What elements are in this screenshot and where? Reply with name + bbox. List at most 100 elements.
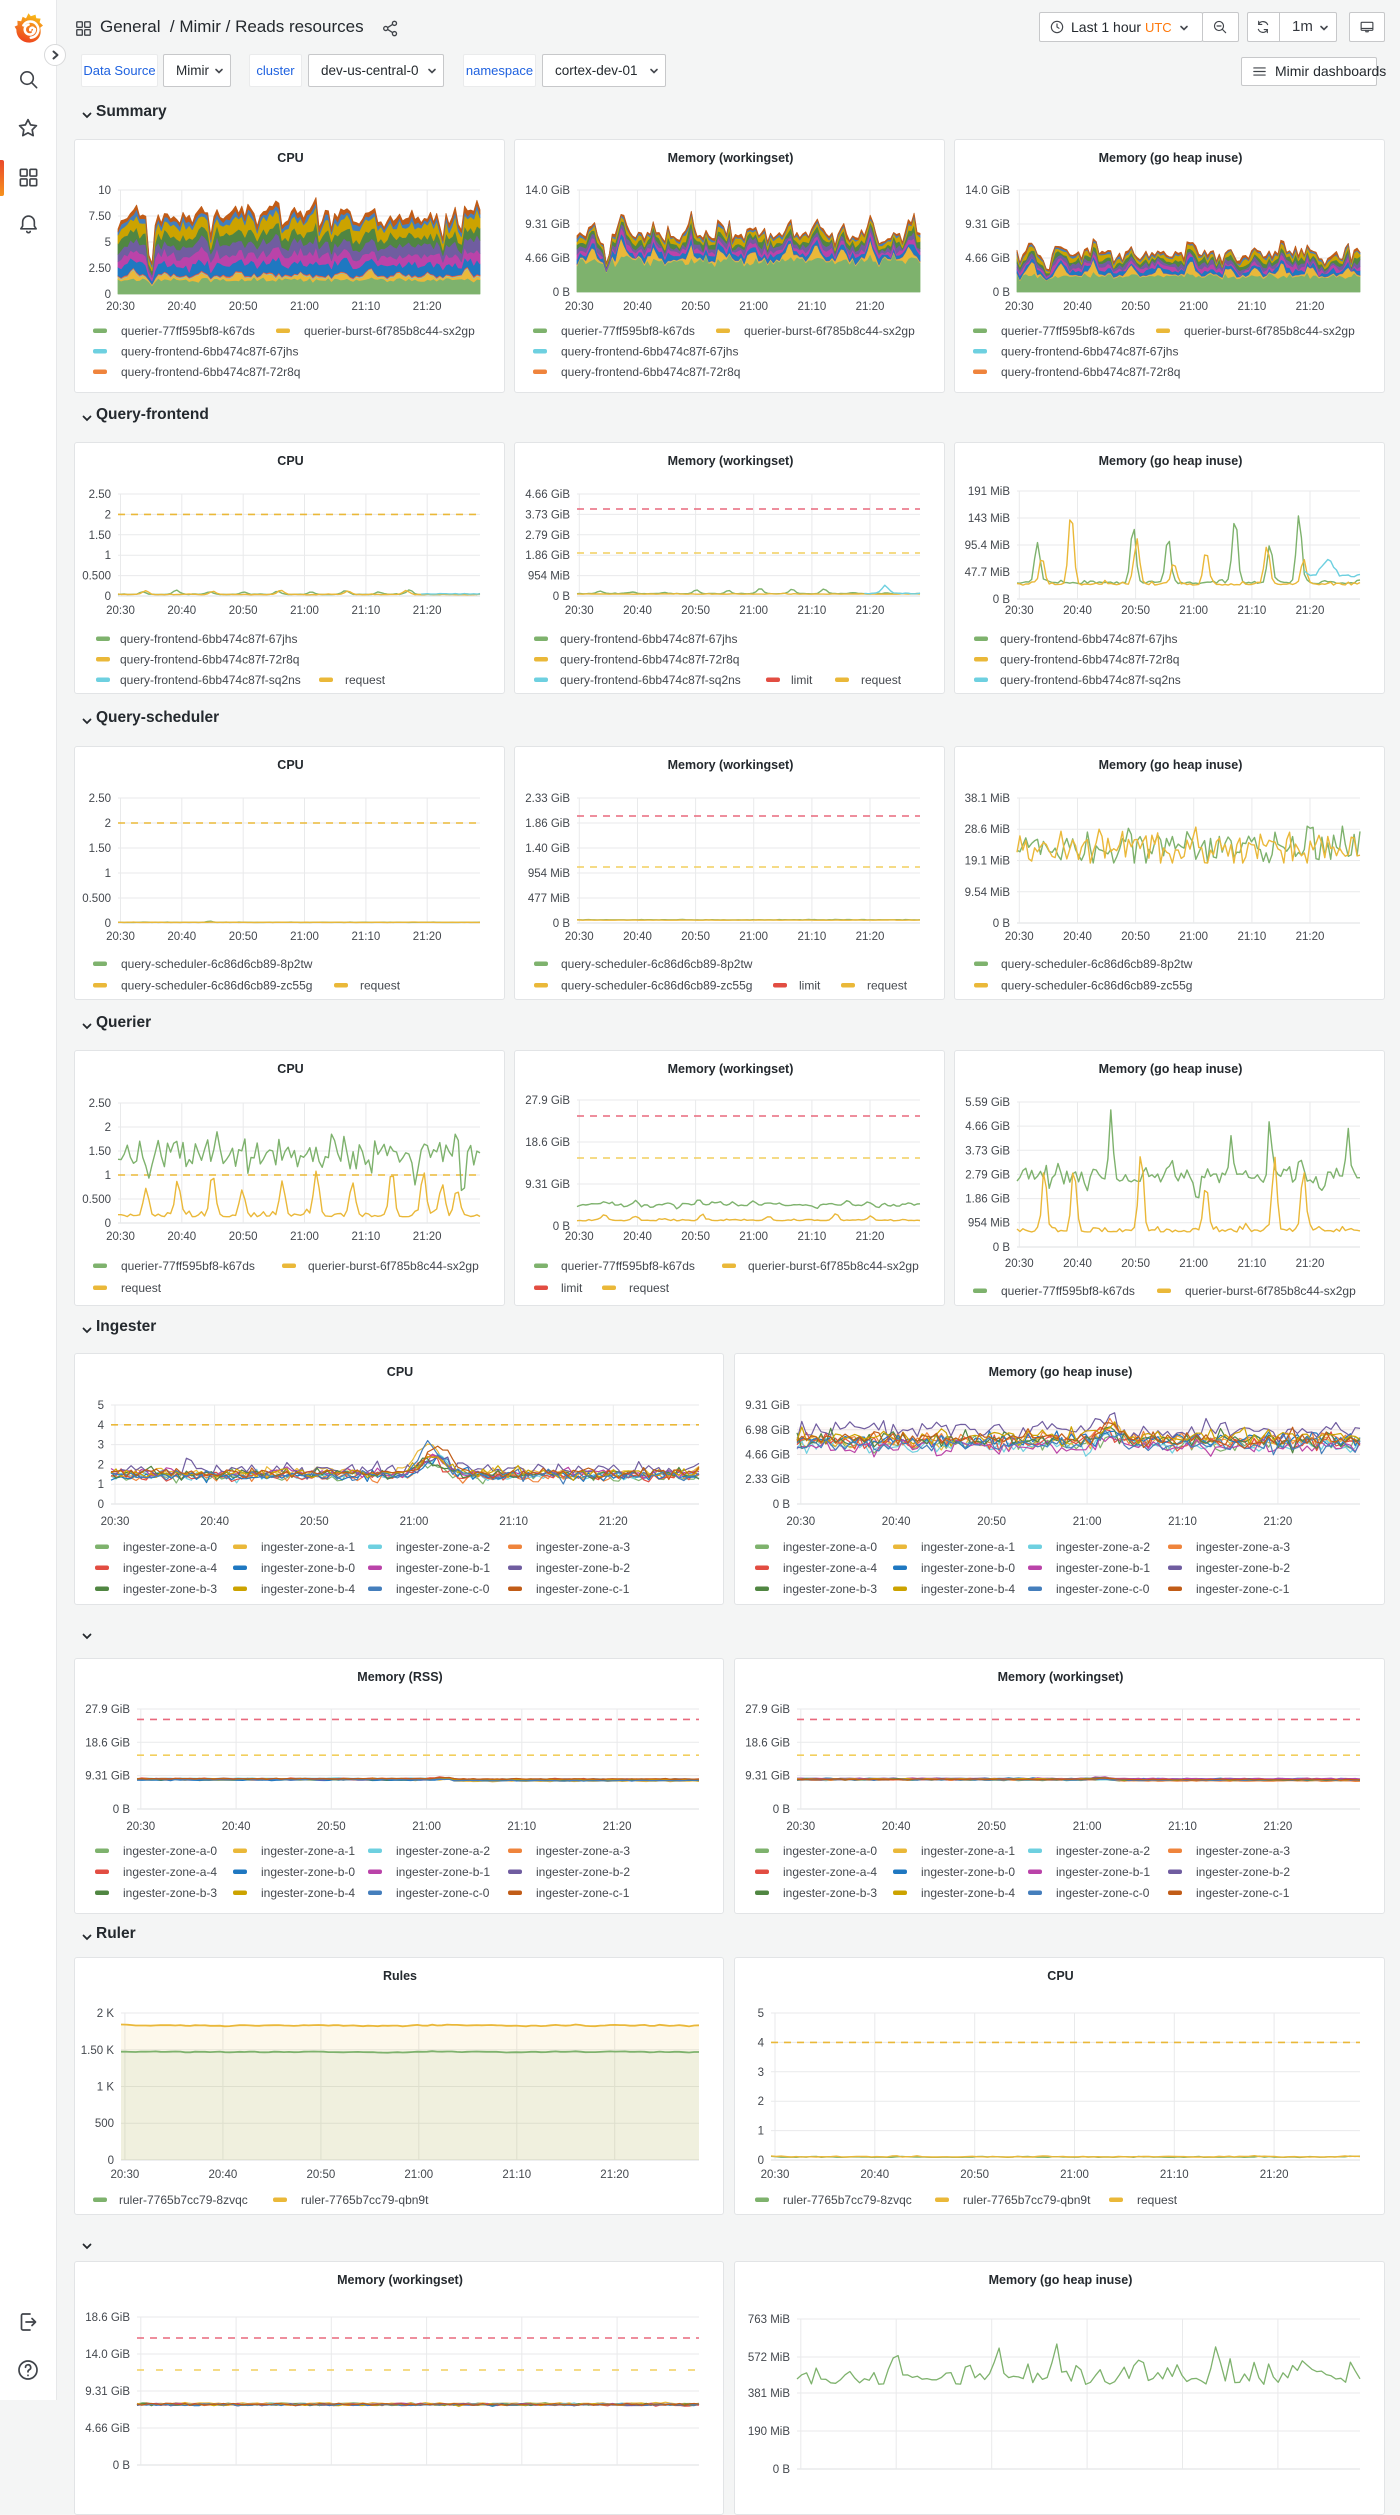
svg-text:request: request bbox=[360, 979, 401, 993]
svg-text:request: request bbox=[861, 673, 902, 687]
svg-text:6.98 GiB: 6.98 GiB bbox=[745, 1425, 790, 1437]
svg-text:14.0 GiB: 14.0 GiB bbox=[965, 185, 1010, 197]
svg-text:ingester-zone-a-3: ingester-zone-a-3 bbox=[536, 1540, 630, 1554]
svg-text:20:40: 20:40 bbox=[209, 2169, 238, 2181]
svg-text:ingester-zone-a-4: ingester-zone-a-4 bbox=[783, 1561, 877, 1575]
svg-text:21:20: 21:20 bbox=[413, 1231, 442, 1243]
svg-text:21:20: 21:20 bbox=[603, 1821, 632, 1833]
svg-text:20:30: 20:30 bbox=[1005, 301, 1034, 313]
svg-text:20:40: 20:40 bbox=[1063, 1258, 1092, 1270]
svg-text:query-frontend-6bb474c87f-72r8: query-frontend-6bb474c87f-72r8q bbox=[561, 365, 740, 379]
svg-text:ingester-zone-b-3: ingester-zone-b-3 bbox=[783, 1582, 877, 1596]
svg-text:20:30: 20:30 bbox=[106, 1231, 135, 1243]
svg-text:954 MiB: 954 MiB bbox=[528, 571, 571, 583]
svg-text:0 B: 0 B bbox=[773, 1499, 791, 1511]
svg-text:query-frontend-6bb474c87f-67jh: query-frontend-6bb474c87f-67jhs bbox=[1000, 632, 1177, 646]
svg-text:14.0 GiB: 14.0 GiB bbox=[85, 2349, 130, 2361]
svg-text:21:10: 21:10 bbox=[352, 1231, 381, 1243]
svg-text:20:30: 20:30 bbox=[786, 1516, 815, 1528]
svg-text:querier-burst-6f785b8c44-sx2gp: querier-burst-6f785b8c44-sx2gp bbox=[748, 1259, 919, 1273]
svg-text:ingester-zone-b-2: ingester-zone-b-2 bbox=[536, 1865, 630, 1879]
svg-text:9.31 GiB: 9.31 GiB bbox=[85, 1771, 130, 1783]
svg-text:0 B: 0 B bbox=[553, 287, 571, 299]
svg-text:5: 5 bbox=[758, 2008, 764, 2020]
svg-text:27.9 GiB: 27.9 GiB bbox=[85, 1704, 130, 1716]
svg-text:ingester-zone-a-2: ingester-zone-a-2 bbox=[396, 1844, 490, 1858]
svg-text:20:50: 20:50 bbox=[229, 605, 258, 617]
svg-text:query-scheduler-6c86d6cb89-zc5: query-scheduler-6c86d6cb89-zc55g bbox=[561, 979, 752, 993]
svg-text:5.59 GiB: 5.59 GiB bbox=[965, 1097, 1010, 1109]
svg-text:querier-burst-6f785b8c44-sx2gp: querier-burst-6f785b8c44-sx2gp bbox=[744, 324, 915, 338]
svg-text:0: 0 bbox=[758, 2155, 764, 2167]
svg-text:ingester-zone-c-1: ingester-zone-c-1 bbox=[536, 1582, 630, 1596]
svg-text:0.500: 0.500 bbox=[82, 571, 111, 583]
svg-text:21:00: 21:00 bbox=[1179, 301, 1208, 313]
svg-text:20:30: 20:30 bbox=[761, 2169, 790, 2181]
svg-text:query-frontend-6bb474c87f-67jh: query-frontend-6bb474c87f-67jhs bbox=[560, 632, 737, 646]
svg-text:querier-burst-6f785b8c44-sx2gp: querier-burst-6f785b8c44-sx2gp bbox=[304, 324, 475, 338]
svg-text:CPU: CPU bbox=[277, 151, 303, 165]
svg-text:2.79 GiB: 2.79 GiB bbox=[965, 1169, 1010, 1181]
svg-text:1 K: 1 K bbox=[97, 2082, 115, 2094]
svg-text:9.54 MiB: 9.54 MiB bbox=[965, 887, 1011, 899]
svg-text:20:30: 20:30 bbox=[106, 605, 135, 617]
svg-text:21:00: 21:00 bbox=[1073, 1821, 1102, 1833]
svg-text:ruler-7765b7cc79-8zvqc: ruler-7765b7cc79-8zvqc bbox=[783, 2193, 912, 2207]
svg-text:20:50: 20:50 bbox=[1121, 605, 1150, 617]
svg-text:0: 0 bbox=[105, 1218, 111, 1230]
svg-text:4.66 GiB: 4.66 GiB bbox=[525, 489, 570, 501]
svg-text:21:20: 21:20 bbox=[1264, 1516, 1293, 1528]
svg-text:21:10: 21:10 bbox=[798, 1231, 827, 1243]
svg-text:ingester-zone-a-3: ingester-zone-a-3 bbox=[1196, 1540, 1290, 1554]
svg-text:18.6 GiB: 18.6 GiB bbox=[85, 1737, 130, 1749]
svg-text:20:30: 20:30 bbox=[1005, 1258, 1034, 1270]
svg-text:ruler-7765b7cc79-qbn9t: ruler-7765b7cc79-qbn9t bbox=[963, 2193, 1091, 2207]
svg-text:20:30: 20:30 bbox=[565, 301, 594, 313]
svg-text:21:00: 21:00 bbox=[739, 931, 768, 943]
svg-text:4.66 GiB: 4.66 GiB bbox=[745, 1450, 790, 1462]
svg-text:21:20: 21:20 bbox=[1264, 1821, 1293, 1833]
svg-text:query-scheduler-6c86d6cb89-zc5: query-scheduler-6c86d6cb89-zc55g bbox=[121, 979, 312, 993]
svg-text:limit: limit bbox=[561, 1281, 583, 1295]
svg-text:20:50: 20:50 bbox=[317, 1821, 346, 1833]
svg-text:ingester-zone-a-1: ingester-zone-a-1 bbox=[261, 1844, 355, 1858]
svg-text:Memory (workingset): Memory (workingset) bbox=[668, 758, 794, 772]
svg-text:1: 1 bbox=[105, 550, 111, 562]
svg-text:1.86 GiB: 1.86 GiB bbox=[965, 1194, 1010, 1206]
svg-text:CPU: CPU bbox=[1047, 1969, 1073, 1983]
svg-text:21:20: 21:20 bbox=[600, 2169, 629, 2181]
svg-text:21:10: 21:10 bbox=[1238, 301, 1267, 313]
svg-text:1.50: 1.50 bbox=[89, 530, 111, 542]
svg-text:ingester-zone-b-1: ingester-zone-b-1 bbox=[396, 1561, 490, 1575]
svg-text:0.500: 0.500 bbox=[82, 893, 111, 905]
svg-text:Memory (go heap inuse): Memory (go heap inuse) bbox=[1099, 151, 1243, 165]
svg-text:9.31 GiB: 9.31 GiB bbox=[525, 1179, 570, 1191]
svg-text:0 B: 0 B bbox=[553, 1221, 571, 1233]
svg-text:21:20: 21:20 bbox=[1296, 301, 1325, 313]
svg-text:20:50: 20:50 bbox=[1121, 1258, 1150, 1270]
svg-text:2: 2 bbox=[758, 2096, 764, 2108]
svg-text:21:00: 21:00 bbox=[1073, 1516, 1102, 1528]
svg-text:Memory (go heap inuse): Memory (go heap inuse) bbox=[1099, 758, 1243, 772]
svg-text:20:30: 20:30 bbox=[126, 1821, 155, 1833]
svg-text:ingester-zone-b-4: ingester-zone-b-4 bbox=[261, 1886, 355, 1900]
svg-text:21:20: 21:20 bbox=[856, 605, 885, 617]
svg-text:20:40: 20:40 bbox=[1063, 301, 1092, 313]
svg-text:4.66 GiB: 4.66 GiB bbox=[85, 2423, 130, 2435]
svg-text:5: 5 bbox=[98, 1400, 104, 1412]
svg-text:21:00: 21:00 bbox=[739, 301, 768, 313]
svg-text:21:20: 21:20 bbox=[599, 1516, 628, 1528]
svg-text:1: 1 bbox=[105, 868, 111, 880]
svg-text:ingester-zone-b-0: ingester-zone-b-0 bbox=[921, 1561, 1015, 1575]
svg-text:0 B: 0 B bbox=[993, 1242, 1011, 1254]
svg-text:ingester-zone-c-1: ingester-zone-c-1 bbox=[1196, 1582, 1290, 1596]
svg-text:ingester-zone-c-0: ingester-zone-c-0 bbox=[396, 1886, 490, 1900]
svg-text:9.31 GiB: 9.31 GiB bbox=[85, 2386, 130, 2398]
svg-text:ingester-zone-b-2: ingester-zone-b-2 bbox=[1196, 1561, 1290, 1575]
svg-text:2: 2 bbox=[105, 509, 111, 521]
svg-text:query-scheduler-6c86d6cb89-8p2: query-scheduler-6c86d6cb89-8p2tw bbox=[121, 957, 313, 971]
svg-text:1.86 GiB: 1.86 GiB bbox=[525, 550, 570, 562]
svg-text:0: 0 bbox=[98, 1499, 104, 1511]
svg-text:10: 10 bbox=[98, 185, 111, 197]
svg-text:21:20: 21:20 bbox=[856, 1231, 885, 1243]
